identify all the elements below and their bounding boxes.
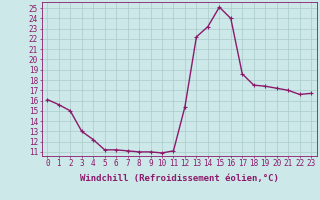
X-axis label: Windchill (Refroidissement éolien,°C): Windchill (Refroidissement éolien,°C) <box>80 174 279 183</box>
